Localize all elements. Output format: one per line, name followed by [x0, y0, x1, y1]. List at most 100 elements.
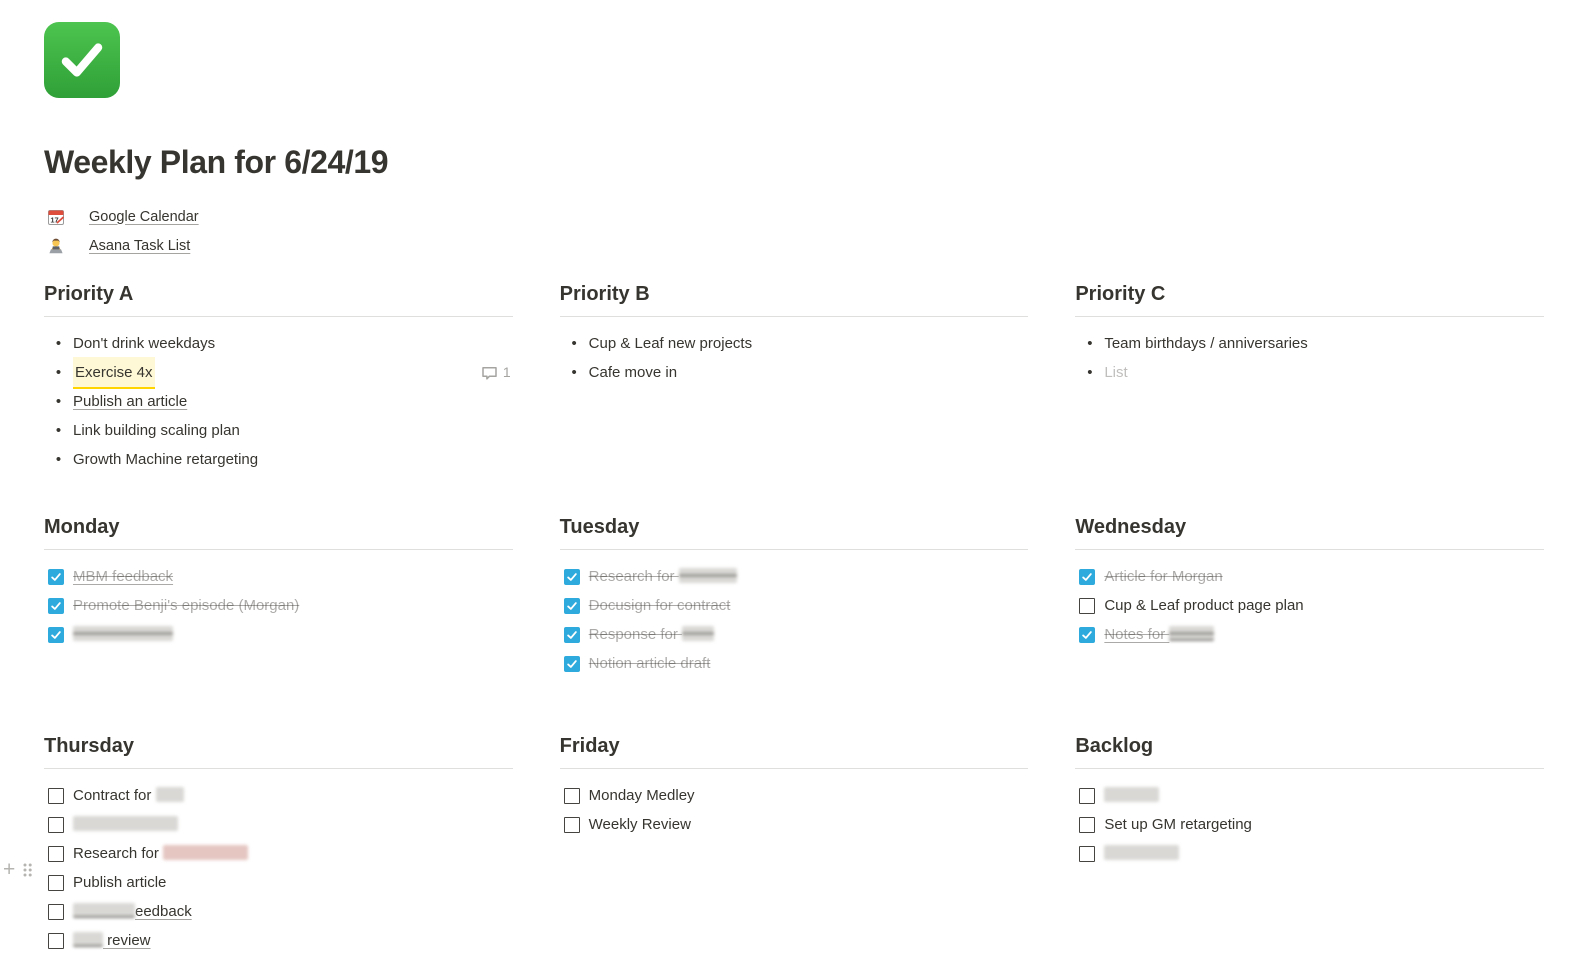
- bullet-icon: •: [571, 335, 577, 352]
- checkbox-unchecked[interactable]: [563, 816, 580, 833]
- checkbox-unchecked[interactable]: [563, 787, 580, 804]
- section-tuesday: Tuesday Research for Docusign for contrac…: [559, 515, 1029, 734]
- section-title[interactable]: Tuesday: [559, 515, 1029, 550]
- link-label[interactable]: Asana Task List: [89, 237, 191, 254]
- item-link-text[interactable]: eedback: [73, 897, 192, 926]
- checkbox-unchecked[interactable]: [48, 816, 64, 833]
- todo-item: Contract for: [44, 781, 513, 810]
- bullet-icon: •: [55, 451, 62, 468]
- redacted-text: [155, 787, 184, 802]
- checkbox-unchecked[interactable]: [48, 903, 64, 920]
- section-monday: Monday MBM feedback Promote Benji's episod…: [44, 515, 513, 734]
- redacted-text: [678, 568, 737, 583]
- add-block-plus-icon[interactable]: +: [3, 858, 16, 881]
- todo-marker: [44, 903, 73, 920]
- todo-item: eedback: [44, 897, 513, 926]
- item-link-text[interactable]: Notes for: [1104, 620, 1215, 649]
- link-asana-task-list[interactable]: Asana Task List: [44, 231, 1544, 260]
- page-links: 17 Google Calendar Asana Task List: [44, 202, 1544, 260]
- list-item: • Team birthdays / anniversaries: [1075, 329, 1544, 358]
- item-text: [73, 816, 178, 831]
- item-text: Cup & Leaf product page plan: [1104, 591, 1303, 620]
- item-link-text[interactable]: Publish an article: [73, 387, 187, 416]
- text-segment: Set up GM retargeting: [1104, 816, 1252, 833]
- list-item: • Exercise 4x 1: [44, 356, 513, 389]
- text-segment: Weekly Review: [588, 816, 691, 833]
- item-text: Contract for: [73, 781, 184, 810]
- text-segment: Response for: [588, 626, 683, 643]
- todo-item: Notion article draft: [560, 649, 1029, 678]
- text-segment: List: [1104, 364, 1128, 381]
- todo-item: Monday Medley: [560, 781, 1029, 810]
- checkbox-checked[interactable]: [48, 597, 64, 614]
- todo-marker: [560, 597, 589, 614]
- comment-highlighted-text[interactable]: Exercise 4x: [73, 356, 155, 389]
- checkbox-checked[interactable]: [1079, 568, 1096, 585]
- checkbox-unchecked[interactable]: [48, 874, 64, 891]
- checkbox-unchecked[interactable]: [48, 932, 64, 949]
- item-text: Exercise 4x: [73, 356, 155, 389]
- text-segment: Don't drink weekdays: [73, 335, 216, 352]
- section-title[interactable]: Priority A: [44, 282, 513, 317]
- checkbox-checked[interactable]: [563, 568, 580, 585]
- section-title[interactable]: Monday: [44, 515, 513, 550]
- item-link-text[interactable]: MBM feedback: [73, 562, 173, 591]
- section-title[interactable]: Priority B: [559, 282, 1029, 317]
- todo-item: Article for Morgan: [1075, 562, 1544, 591]
- link-label[interactable]: Google Calendar: [89, 208, 199, 225]
- todo-marker: [560, 568, 589, 585]
- checkbox-checked[interactable]: [1079, 626, 1096, 643]
- text-segment: Cafe move in: [588, 364, 678, 381]
- checkbox-checked[interactable]: [563, 597, 580, 614]
- text-segment: MBM feedback: [73, 568, 174, 585]
- checkbox-checked[interactable]: [563, 655, 580, 672]
- item-text: Notion article draft: [589, 649, 711, 678]
- checkbox-unchecked[interactable]: [48, 787, 64, 804]
- page-icon-check-emoji[interactable]: [44, 22, 120, 98]
- todo-item: Set up GM retargeting: [1075, 810, 1544, 839]
- item-text: Growth Machine retargeting: [73, 445, 258, 474]
- text-segment: Docusign for contract: [588, 597, 731, 614]
- section-priority-a: Priority A • Don't drink weekdays • Exercise…: [44, 282, 513, 515]
- todo-list: Monday Medley Weekly Review: [560, 769, 1029, 839]
- link-google-calendar[interactable]: 17 Google Calendar: [44, 202, 1544, 231]
- todo-item: [44, 810, 513, 839]
- item-text: [1104, 845, 1180, 860]
- section-priority-b: Priority B • Cup & Leaf new projects • Cafe …: [559, 282, 1029, 515]
- drag-handle-icon[interactable]: [22, 862, 33, 878]
- checkbox-unchecked[interactable]: [1079, 787, 1096, 804]
- list-item: • Cafe move in: [560, 358, 1029, 387]
- todo-marker: [44, 597, 73, 614]
- checkbox-unchecked[interactable]: [1079, 845, 1096, 862]
- todo-item: Research for: [560, 562, 1029, 591]
- page-title[interactable]: Weekly Plan for 6/24/19: [44, 144, 389, 180]
- redacted-text: [73, 816, 178, 831]
- checkbox-checked[interactable]: [563, 626, 580, 643]
- item-text: [1104, 787, 1160, 802]
- text-segment: Publish an article: [73, 393, 188, 410]
- todo-list: Article for Morgan Cup & Leaf product pag…: [1075, 550, 1544, 649]
- todo-item: Notes for: [1075, 620, 1544, 649]
- todo-marker: [1075, 845, 1104, 862]
- todo-marker: [44, 932, 73, 949]
- todo-marker: [44, 845, 73, 862]
- section-title[interactable]: Wednesday: [1075, 515, 1544, 550]
- redacted-text: [1104, 787, 1160, 802]
- bulleted-list: • Cup & Leaf new projects • Cafe move in: [560, 317, 1029, 387]
- section-title[interactable]: Thursday: [44, 734, 513, 769]
- section-backlog: Backlog Set up GM retargeting: [1075, 734, 1544, 868]
- item-text: Cup & Leaf new projects: [589, 329, 752, 358]
- item-link-text[interactable]: review: [73, 926, 151, 955]
- checkbox-unchecked[interactable]: [1079, 597, 1096, 614]
- checkbox-unchecked[interactable]: [48, 845, 64, 862]
- checkbox-checked[interactable]: [48, 568, 64, 585]
- technologist-icon: [49, 238, 63, 253]
- comment-indicator[interactable]: 1: [481, 358, 511, 387]
- checkbox-unchecked[interactable]: [1079, 816, 1096, 833]
- section-title[interactable]: Priority C: [1075, 282, 1544, 317]
- section-title[interactable]: Friday: [559, 734, 1029, 769]
- redacted-text: [682, 626, 715, 641]
- section-title[interactable]: Backlog: [1075, 734, 1544, 769]
- section-wednesday: Wednesday Article for Morgan Cup & Leaf pr…: [1075, 515, 1544, 734]
- checkbox-checked[interactable]: [48, 626, 64, 643]
